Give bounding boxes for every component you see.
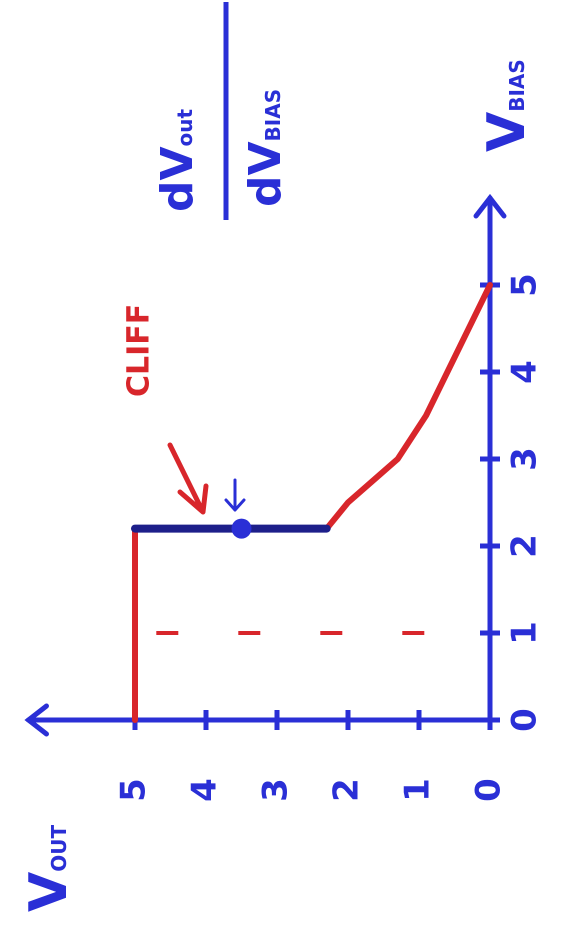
rotated-chart: VOUT VBIAS CLIFF dVout dVBIAS 0123450123… bbox=[19, 2, 545, 912]
x-label-main: V bbox=[477, 112, 537, 152]
fraction-numerator: dVout bbox=[152, 108, 203, 212]
x-tick-label: 4 bbox=[505, 360, 545, 384]
x-tick-label: 3 bbox=[505, 447, 545, 471]
chart: VOUT VBIAS CLIFF dVout dVBIAS 0123450123… bbox=[0, 0, 561, 942]
y-axis-label: VOUT bbox=[19, 825, 79, 912]
y-label-sub: OUT bbox=[47, 825, 71, 872]
numerator-d: dV bbox=[152, 146, 203, 212]
y-tick-label: 1 bbox=[398, 778, 438, 802]
y-tick-label: 2 bbox=[327, 778, 367, 802]
point-arrow bbox=[226, 480, 244, 510]
y-tick-label: 5 bbox=[114, 778, 154, 802]
x-tick-label: 0 bbox=[505, 708, 545, 732]
marker-point bbox=[232, 519, 252, 539]
denominator-d: dV bbox=[240, 141, 291, 207]
numerator-sub: out bbox=[173, 108, 197, 146]
line-series bbox=[135, 285, 490, 720]
x-tick-label: 5 bbox=[505, 273, 545, 297]
denominator-sub: BIAS bbox=[261, 89, 285, 142]
x-tick-label: 1 bbox=[505, 621, 545, 645]
y-tick-label: 4 bbox=[185, 778, 225, 802]
x-label-sub: BIAS bbox=[505, 59, 529, 112]
page: {"chart_data": { "type": "line", "xlabel… bbox=[0, 0, 561, 942]
fraction-denominator: dVBIAS bbox=[240, 89, 291, 207]
y-label-main: V bbox=[19, 872, 79, 912]
y-tick-label: 3 bbox=[256, 778, 296, 802]
x-axis-label: VBIAS bbox=[477, 59, 537, 152]
y-tick-label: 0 bbox=[469, 778, 509, 802]
x-tick-label: 2 bbox=[505, 534, 545, 558]
cliff-arrow bbox=[170, 445, 206, 512]
cliff-annotation: CLIFF bbox=[122, 304, 157, 397]
